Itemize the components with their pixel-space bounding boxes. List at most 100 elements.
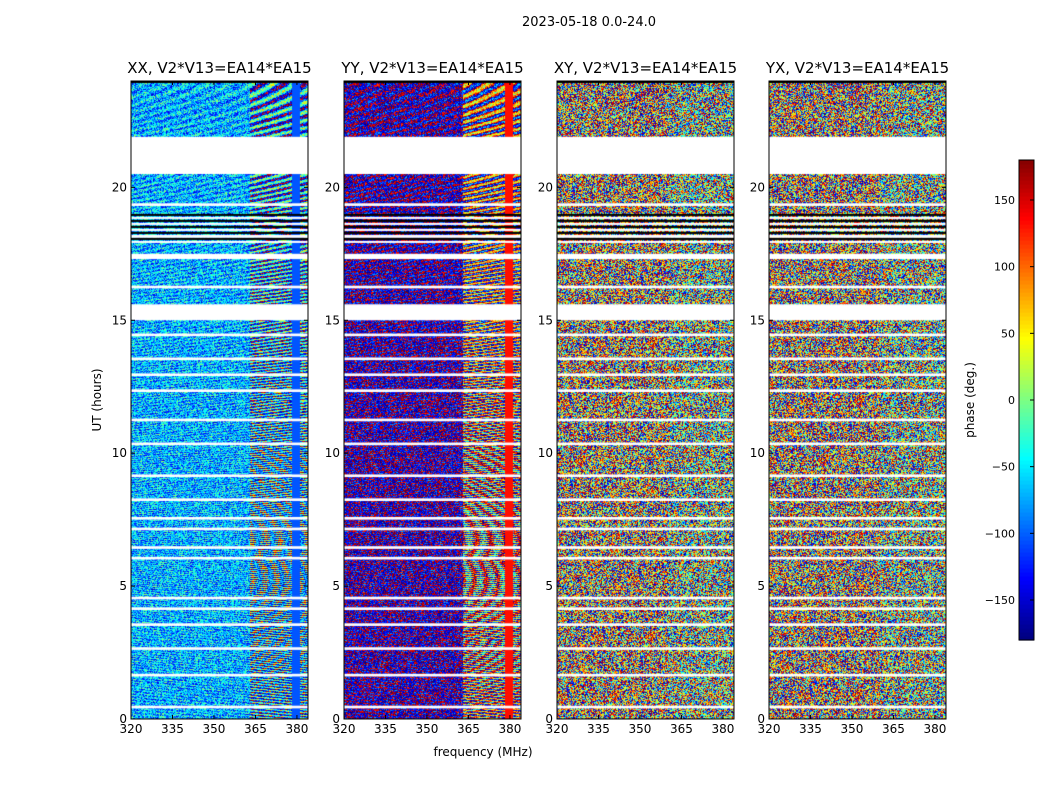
colorbar-segment <box>1019 412 1034 417</box>
y-tick-label: 20 <box>112 180 127 194</box>
y-tick-label: 5 <box>332 579 340 593</box>
panel-2: XY, V2*V13=EA14*EA15 320 335 350 365 380 0 5 10 1… <box>538 59 737 736</box>
colorbar-segment <box>1019 384 1034 389</box>
y-axis-label: UT (hours) <box>90 368 104 431</box>
colorbar-segment <box>1019 288 1034 293</box>
colorbar-segment <box>1019 584 1034 589</box>
y-tick-label: 10 <box>750 446 765 460</box>
colorbar-segment <box>1019 404 1034 409</box>
y-tick-label: 0 <box>545 712 553 726</box>
colorbar-segment <box>1019 528 1034 533</box>
colorbar-segment <box>1019 472 1034 477</box>
colorbar-tick-label: −50 <box>992 461 1015 474</box>
x-tick-label: 320 <box>758 722 781 736</box>
panel-title-0: XX, V2*V13=EA14*EA15 <box>127 59 311 77</box>
colorbar-segment <box>1019 376 1034 381</box>
colorbar-segment <box>1019 340 1034 345</box>
x-tick-label: 320 <box>546 722 569 736</box>
y-tick-label: 0 <box>757 712 765 726</box>
colorbar-segment <box>1019 616 1034 621</box>
x-tick-label: 380 <box>285 722 308 736</box>
x-tick-label: 350 <box>629 722 652 736</box>
colorbar-segment <box>1019 332 1034 337</box>
colorbar-segment <box>1019 308 1034 313</box>
colorbar-segment <box>1019 540 1034 545</box>
colorbar-segment <box>1019 336 1034 341</box>
y-tick-label: 20 <box>538 180 553 194</box>
x-tick-label: 380 <box>923 722 946 736</box>
colorbar-segment <box>1019 316 1034 321</box>
colorbar-segment <box>1019 188 1034 193</box>
colorbar-segment <box>1019 272 1034 277</box>
colorbar-segment <box>1019 464 1034 469</box>
x-tick-label: 365 <box>244 722 267 736</box>
y-tick-label: 20 <box>750 180 765 194</box>
colorbar-segment <box>1019 380 1034 385</box>
colorbar-segment <box>1019 264 1034 269</box>
colorbar-tick-label: 0 <box>1008 394 1015 407</box>
colorbar-segment <box>1019 348 1034 353</box>
colorbar-segment <box>1019 636 1034 641</box>
x-tick-label: 335 <box>374 722 397 736</box>
colorbar-segment <box>1019 524 1034 529</box>
colorbar-segment <box>1019 632 1034 637</box>
colorbar-segment <box>1019 520 1034 525</box>
panel-frame-3 <box>768 80 947 720</box>
colorbar-segment <box>1019 612 1034 617</box>
colorbar-segment <box>1019 492 1034 497</box>
colorbar-segment <box>1019 344 1034 349</box>
panel-0: XX, V2*V13=EA14*EA15 320 335 350 365 380 0 5 10 1… <box>112 59 312 736</box>
colorbar-segment <box>1019 448 1034 453</box>
figure-suptitle: 2023-05-18 0.0-24.0 <box>522 15 656 30</box>
colorbar-segment <box>1019 400 1034 405</box>
colorbar-segment <box>1019 592 1034 597</box>
y-tick-label: 10 <box>538 446 553 460</box>
x-tick-label: 380 <box>711 722 734 736</box>
colorbar-segment <box>1019 220 1034 225</box>
colorbar-segment <box>1019 224 1034 229</box>
panel-title-2: XY, V2*V13=EA14*EA15 <box>554 59 737 77</box>
colorbar-segment <box>1019 568 1034 573</box>
colorbar-segment <box>1019 608 1034 613</box>
panel-1: YY, V2*V13=EA14*EA15 320 335 350 365 380 0 5 10 1… <box>325 59 524 736</box>
colorbar-tick-label: −150 <box>985 594 1015 607</box>
panel-frame-2 <box>556 80 735 720</box>
colorbar-segment <box>1019 392 1034 397</box>
colorbar-segment <box>1019 516 1034 521</box>
colorbar-segment <box>1019 628 1034 633</box>
colorbar-tick-label: −100 <box>985 527 1015 540</box>
x-tick-label: 350 <box>416 722 439 736</box>
colorbar-segment <box>1019 388 1034 393</box>
colorbar-segment <box>1019 488 1034 493</box>
colorbar-segment <box>1019 408 1034 413</box>
colorbar-segment <box>1019 180 1034 185</box>
panel-frame-0 <box>130 80 309 720</box>
colorbar-segment <box>1019 596 1034 601</box>
colorbar-segment <box>1019 172 1034 177</box>
colorbar-segment <box>1019 320 1034 325</box>
colorbar-segment <box>1019 240 1034 245</box>
panel-heatmap-2 <box>557 81 734 719</box>
colorbar-segment <box>1019 208 1034 213</box>
colorbar-segment <box>1019 440 1034 445</box>
x-tick-label: 380 <box>498 722 521 736</box>
y-tick-label: 10 <box>325 446 340 460</box>
colorbar-segment <box>1019 484 1034 489</box>
colorbar-segment <box>1019 436 1034 441</box>
colorbar-segment <box>1019 580 1034 585</box>
colorbar-segment <box>1019 504 1034 509</box>
y-tick-label: 0 <box>119 712 127 726</box>
colorbar-segment <box>1019 192 1034 197</box>
colorbar-segment <box>1019 196 1034 201</box>
colorbar-segment <box>1019 364 1034 369</box>
colorbar-segment <box>1019 360 1034 365</box>
colorbar-segment <box>1019 300 1034 305</box>
colorbar-segment <box>1019 588 1034 593</box>
panel-heatmap-3 <box>769 81 946 719</box>
x-tick-label: 320 <box>120 722 143 736</box>
colorbar-segment <box>1019 456 1034 461</box>
colorbar-segment <box>1019 424 1034 429</box>
colorbar-segment <box>1019 432 1034 437</box>
x-tick-label: 350 <box>203 722 226 736</box>
panel-3: YX, V2*V13=EA14*EA15 320 335 350 365 380 0 5 10 1… <box>750 59 949 736</box>
